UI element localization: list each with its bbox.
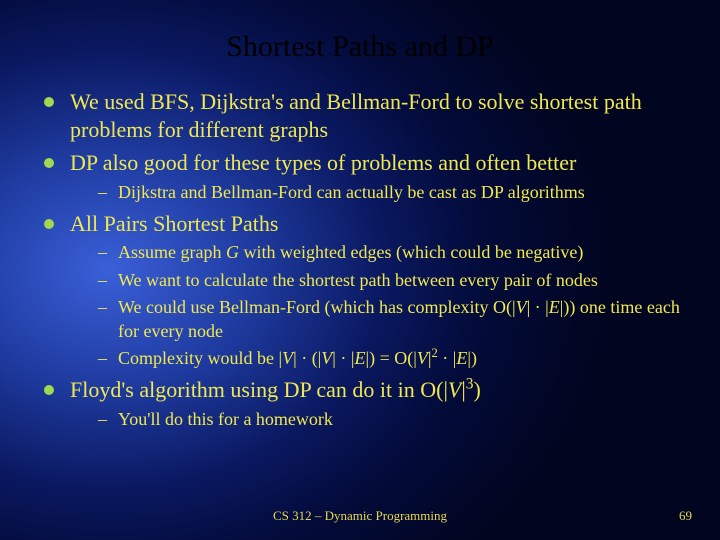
- slide-footer: CS 312 – Dynamic Programming: [0, 508, 720, 524]
- b3s4v1: V: [282, 348, 293, 368]
- b3s3a: We could use Bellman-Ford (which has com…: [118, 297, 516, 317]
- bullet-2-sub-1: Dijkstra and Bellman-Ford can actually b…: [70, 181, 690, 204]
- b3s4g: |): [467, 348, 477, 368]
- b3s3e: E: [549, 297, 560, 317]
- b3s4e1: E: [355, 348, 366, 368]
- slide-content: We used BFS, Dijkstra's and Bellman-Ford…: [0, 88, 720, 431]
- bullet-2: DP also good for these types of problems…: [42, 149, 690, 204]
- b3s4v3: V: [417, 348, 428, 368]
- page-number: 69: [679, 508, 692, 524]
- bullet-2-text: DP also good for these types of problems…: [70, 150, 576, 175]
- b4a: Floyd's algorithm using DP can do it in …: [70, 377, 448, 402]
- bullet-3-sub-4: Complexity would be |V| · (|V| · |E|) = …: [70, 347, 690, 370]
- b3s4d: |) = O(|: [366, 348, 417, 368]
- b3s3b: | · |: [527, 297, 549, 317]
- b3s1b: with weighted edges (which could be nega…: [239, 242, 583, 262]
- b3s4f: · |: [438, 348, 457, 368]
- bullet-3-text: All Pairs Shortest Paths: [70, 211, 278, 236]
- b3s4c: | · |: [332, 348, 354, 368]
- bullet-3-sub-2: We want to calculate the shortest path b…: [70, 269, 690, 292]
- bullet-4: Floyd's algorithm using DP can do it in …: [42, 376, 690, 431]
- b3s1a: Assume graph: [118, 242, 226, 262]
- bullet-1: We used BFS, Dijkstra's and Bellman-Ford…: [42, 88, 690, 143]
- b3s4b: | · (|: [293, 348, 321, 368]
- b3s4a: Complexity would be |: [118, 348, 282, 368]
- bullet-3-sub-1: Assume graph G with weighted edges (whic…: [70, 241, 690, 264]
- b3s4v2: V: [321, 348, 332, 368]
- bullet-3-sub-3: We could use Bellman-Ford (which has com…: [70, 296, 690, 343]
- b4v: V: [448, 377, 461, 402]
- b3s4e2: E: [456, 348, 467, 368]
- b4c: ): [473, 377, 480, 402]
- bullet-4-sub-1: You'll do this for a homework: [70, 408, 690, 431]
- b3s1g: G: [226, 242, 239, 262]
- bullet-3: All Pairs Shortest Paths Assume graph G …: [42, 210, 690, 370]
- slide-title: Shortest Paths and DP: [0, 0, 720, 88]
- b3s3v: V: [516, 297, 527, 317]
